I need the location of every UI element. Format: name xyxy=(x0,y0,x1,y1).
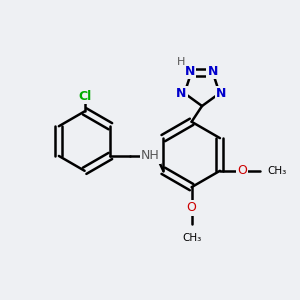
Text: N: N xyxy=(216,87,226,100)
Text: N: N xyxy=(176,87,187,100)
Text: NH: NH xyxy=(141,149,160,162)
Text: O: O xyxy=(237,164,247,177)
Text: N: N xyxy=(184,65,195,78)
Text: H: H xyxy=(177,57,185,67)
Text: CH₃: CH₃ xyxy=(268,166,287,176)
Text: O: O xyxy=(187,202,196,214)
Text: N: N xyxy=(208,65,218,78)
Text: CH₃: CH₃ xyxy=(182,232,201,243)
Text: Cl: Cl xyxy=(78,90,91,103)
